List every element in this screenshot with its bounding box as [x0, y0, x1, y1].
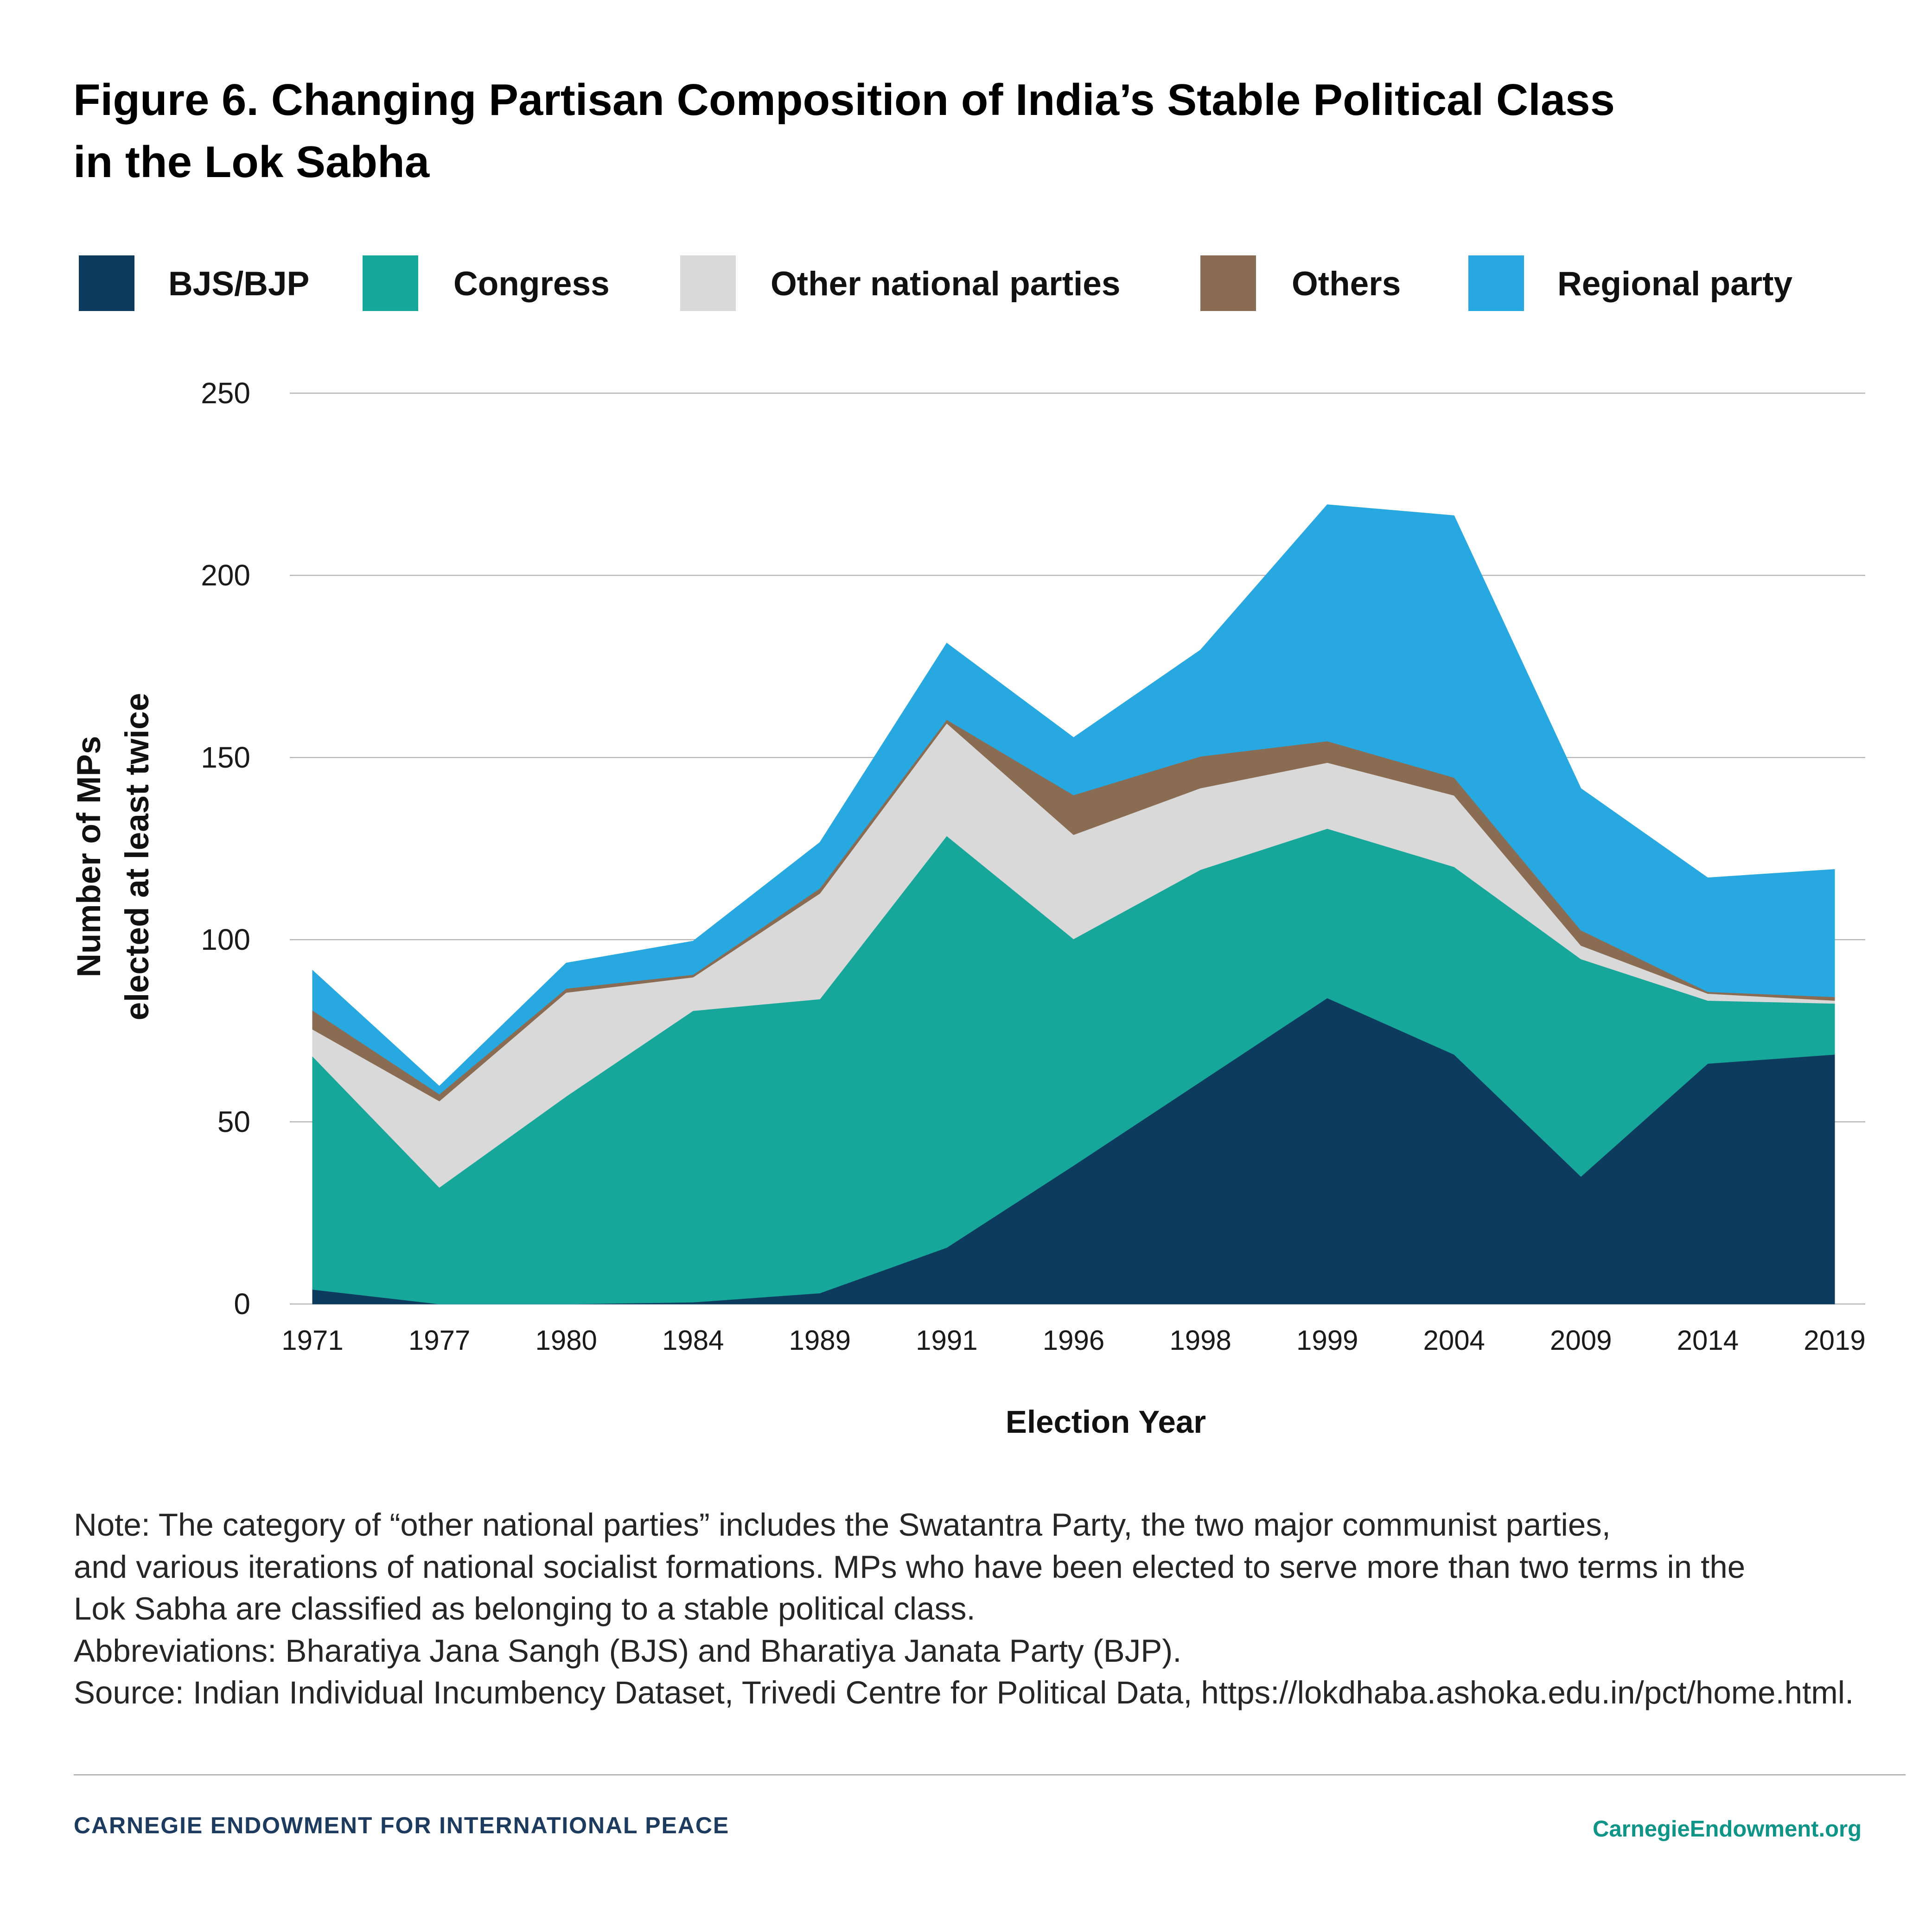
svg-text:50: 50	[217, 1105, 250, 1138]
svg-text:1984: 1984	[662, 1325, 724, 1356]
svg-text:1996: 1996	[1043, 1325, 1104, 1356]
svg-text:2019: 2019	[1804, 1325, 1865, 1356]
svg-text:100: 100	[201, 923, 250, 956]
svg-text:elected at least twice: elected at least twice	[119, 693, 156, 1020]
svg-text:Number of MPs: Number of MPs	[71, 736, 108, 978]
svg-text:1991: 1991	[916, 1325, 977, 1356]
svg-text:2014: 2014	[1677, 1325, 1739, 1356]
svg-text:2004: 2004	[1423, 1325, 1485, 1356]
svg-text:1998: 1998	[1169, 1325, 1231, 1356]
svg-text:1971: 1971	[281, 1325, 343, 1356]
svg-text:1977: 1977	[408, 1325, 470, 1356]
svg-text:0: 0	[234, 1287, 250, 1321]
svg-text:1989: 1989	[789, 1325, 851, 1356]
svg-text:2009: 2009	[1550, 1325, 1612, 1356]
svg-text:1999: 1999	[1296, 1325, 1358, 1356]
svg-text:250: 250	[201, 376, 250, 410]
svg-text:150: 150	[201, 741, 250, 774]
svg-text:200: 200	[201, 559, 250, 592]
svg-text:1980: 1980	[535, 1325, 597, 1356]
svg-text:Election Year: Election Year	[1006, 1404, 1206, 1440]
